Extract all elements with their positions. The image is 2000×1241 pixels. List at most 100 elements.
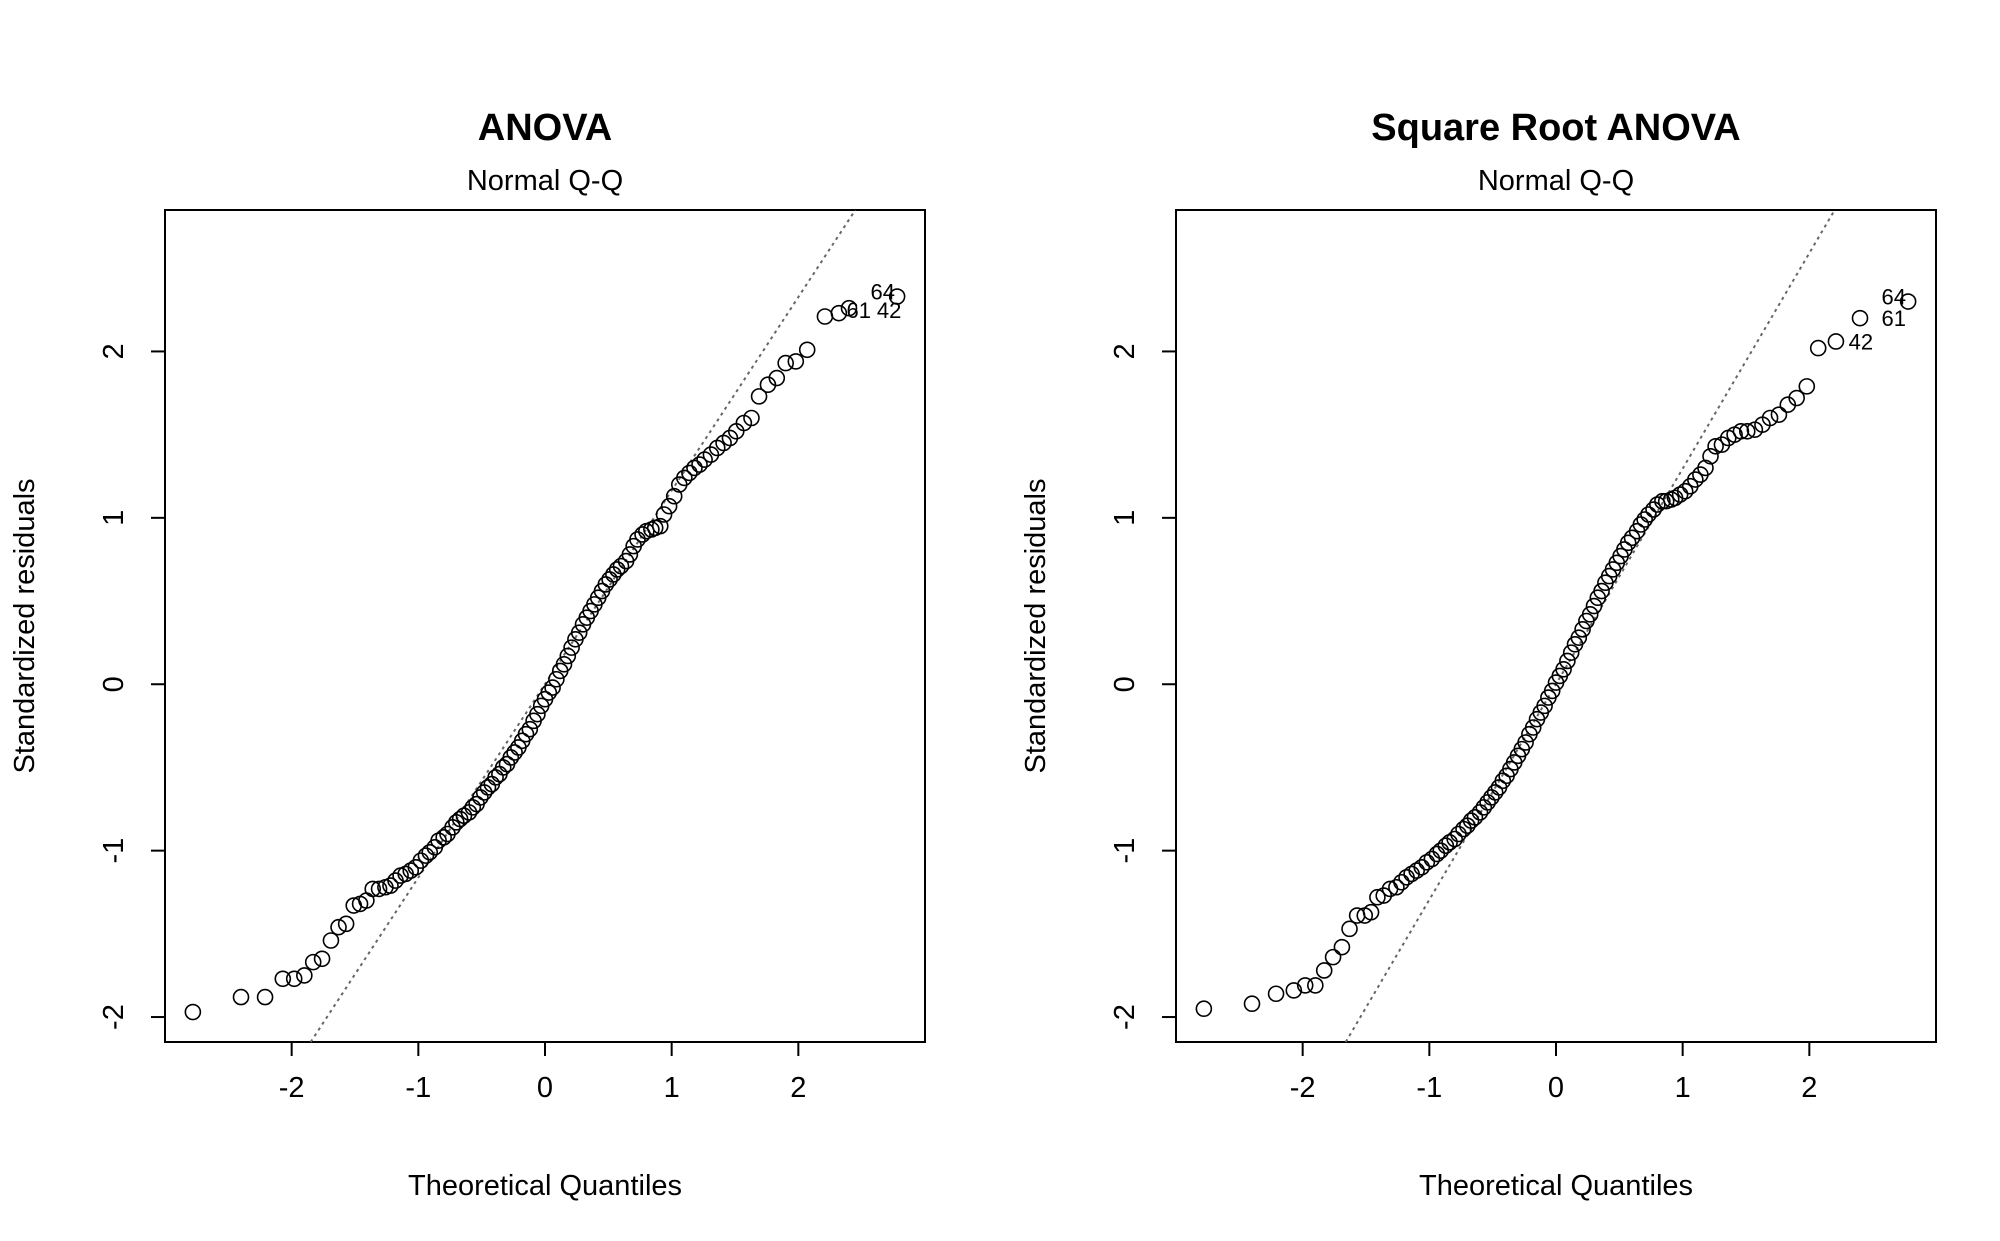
data-point xyxy=(1697,459,1714,477)
data-point xyxy=(743,409,760,427)
data-point xyxy=(621,546,639,563)
data-point xyxy=(1267,985,1285,1003)
data-point xyxy=(337,915,355,933)
data-point xyxy=(1593,582,1610,600)
data-point xyxy=(1423,850,1441,868)
data-point xyxy=(1450,825,1467,843)
data-point xyxy=(1899,293,1917,310)
y-tick-label: 1 xyxy=(98,510,130,526)
data-point xyxy=(1761,409,1779,427)
data-point xyxy=(1243,995,1261,1013)
data-point xyxy=(540,684,558,701)
data-point xyxy=(1388,878,1405,896)
axis-ticks: -2 -1 0 1 2 -2 -1 0 1 2 xyxy=(98,343,806,1104)
data-point xyxy=(1619,534,1637,552)
data-point xyxy=(1581,606,1599,623)
data-point xyxy=(1555,660,1572,678)
points-group xyxy=(184,288,906,1021)
data-point xyxy=(184,1003,202,1021)
data-point xyxy=(313,950,331,968)
data-point xyxy=(1486,784,1504,801)
data-point xyxy=(1574,621,1591,638)
data-point xyxy=(1341,920,1358,938)
data-point xyxy=(655,506,673,523)
x-tick-label: 2 xyxy=(790,1072,806,1104)
y-tick-label: -2 xyxy=(98,1004,130,1030)
x-tick-label: 1 xyxy=(664,1072,680,1104)
data-point xyxy=(521,720,539,738)
data-point xyxy=(1315,962,1333,979)
data-point xyxy=(798,341,816,359)
data-point xyxy=(686,459,703,477)
data-point xyxy=(1636,511,1653,528)
panel-square-root-anova: Square Root ANOVA Normal Q-Q Theoretical… xyxy=(1020,107,1937,1202)
data-point xyxy=(1441,834,1458,851)
data-point xyxy=(1851,309,1869,327)
data-point xyxy=(412,852,430,869)
data-point xyxy=(421,844,439,861)
data-point xyxy=(570,624,588,641)
x-tick-label: -2 xyxy=(1290,1072,1316,1104)
chart-title: ANOVA xyxy=(478,107,612,149)
y-tick-label: -1 xyxy=(1109,838,1141,864)
data-point xyxy=(1524,719,1542,736)
y-tick-label: 2 xyxy=(98,343,130,359)
data-point xyxy=(1333,938,1351,956)
points-group xyxy=(1195,293,1917,1018)
data-point xyxy=(1428,845,1446,863)
point-id-label: 42 xyxy=(877,298,901,323)
data-point xyxy=(304,953,322,971)
data-point xyxy=(777,354,794,372)
data-point xyxy=(1671,486,1689,503)
data-point xyxy=(1369,888,1386,906)
y-tick-label: 1 xyxy=(1109,510,1141,526)
data-point xyxy=(296,967,313,984)
y-axis-label: Standardized residuals xyxy=(9,478,41,773)
data-point xyxy=(1393,873,1410,891)
data-point xyxy=(559,647,577,665)
chart-subtitle: Normal Q-Q xyxy=(1478,165,1634,197)
data-point xyxy=(1296,977,1314,994)
data-point xyxy=(1413,858,1431,876)
data-point xyxy=(787,353,805,370)
y-tick-label: 0 xyxy=(1109,676,1141,692)
data-point xyxy=(830,304,848,322)
data-point xyxy=(888,288,906,305)
data-point xyxy=(1687,471,1704,488)
data-point xyxy=(1676,482,1694,500)
data-point xyxy=(435,829,452,846)
data-point xyxy=(1732,423,1750,440)
data-point xyxy=(612,557,630,575)
y-tick-label: 0 xyxy=(98,676,130,692)
x-tick-label: 1 xyxy=(1675,1072,1691,1104)
data-point xyxy=(322,932,340,949)
data-point xyxy=(676,469,693,487)
data-point xyxy=(1494,772,1512,790)
data-point xyxy=(256,988,274,1006)
data-point xyxy=(1307,977,1324,994)
data-point xyxy=(529,705,546,723)
data-point xyxy=(1462,812,1480,829)
data-point xyxy=(285,970,303,988)
y-tick-label: -1 xyxy=(98,838,130,864)
data-point xyxy=(506,744,523,761)
x-tick-label: -1 xyxy=(405,1072,431,1104)
data-point xyxy=(370,880,388,898)
chart-subtitle: Normal Q-Q xyxy=(467,165,623,197)
data-point xyxy=(1788,389,1805,407)
data-point xyxy=(364,880,382,898)
data-point xyxy=(563,639,580,656)
data-point xyxy=(544,679,561,696)
x-axis-label: Theoretical Quantiles xyxy=(408,1170,682,1202)
data-point xyxy=(608,561,626,578)
data-point xyxy=(382,877,399,894)
data-point xyxy=(455,807,473,824)
y-tick-label: -2 xyxy=(1109,1004,1141,1030)
data-point xyxy=(1645,501,1662,518)
y-tick-label: 2 xyxy=(1109,343,1141,359)
data-point xyxy=(274,970,292,988)
data-point xyxy=(634,526,651,543)
